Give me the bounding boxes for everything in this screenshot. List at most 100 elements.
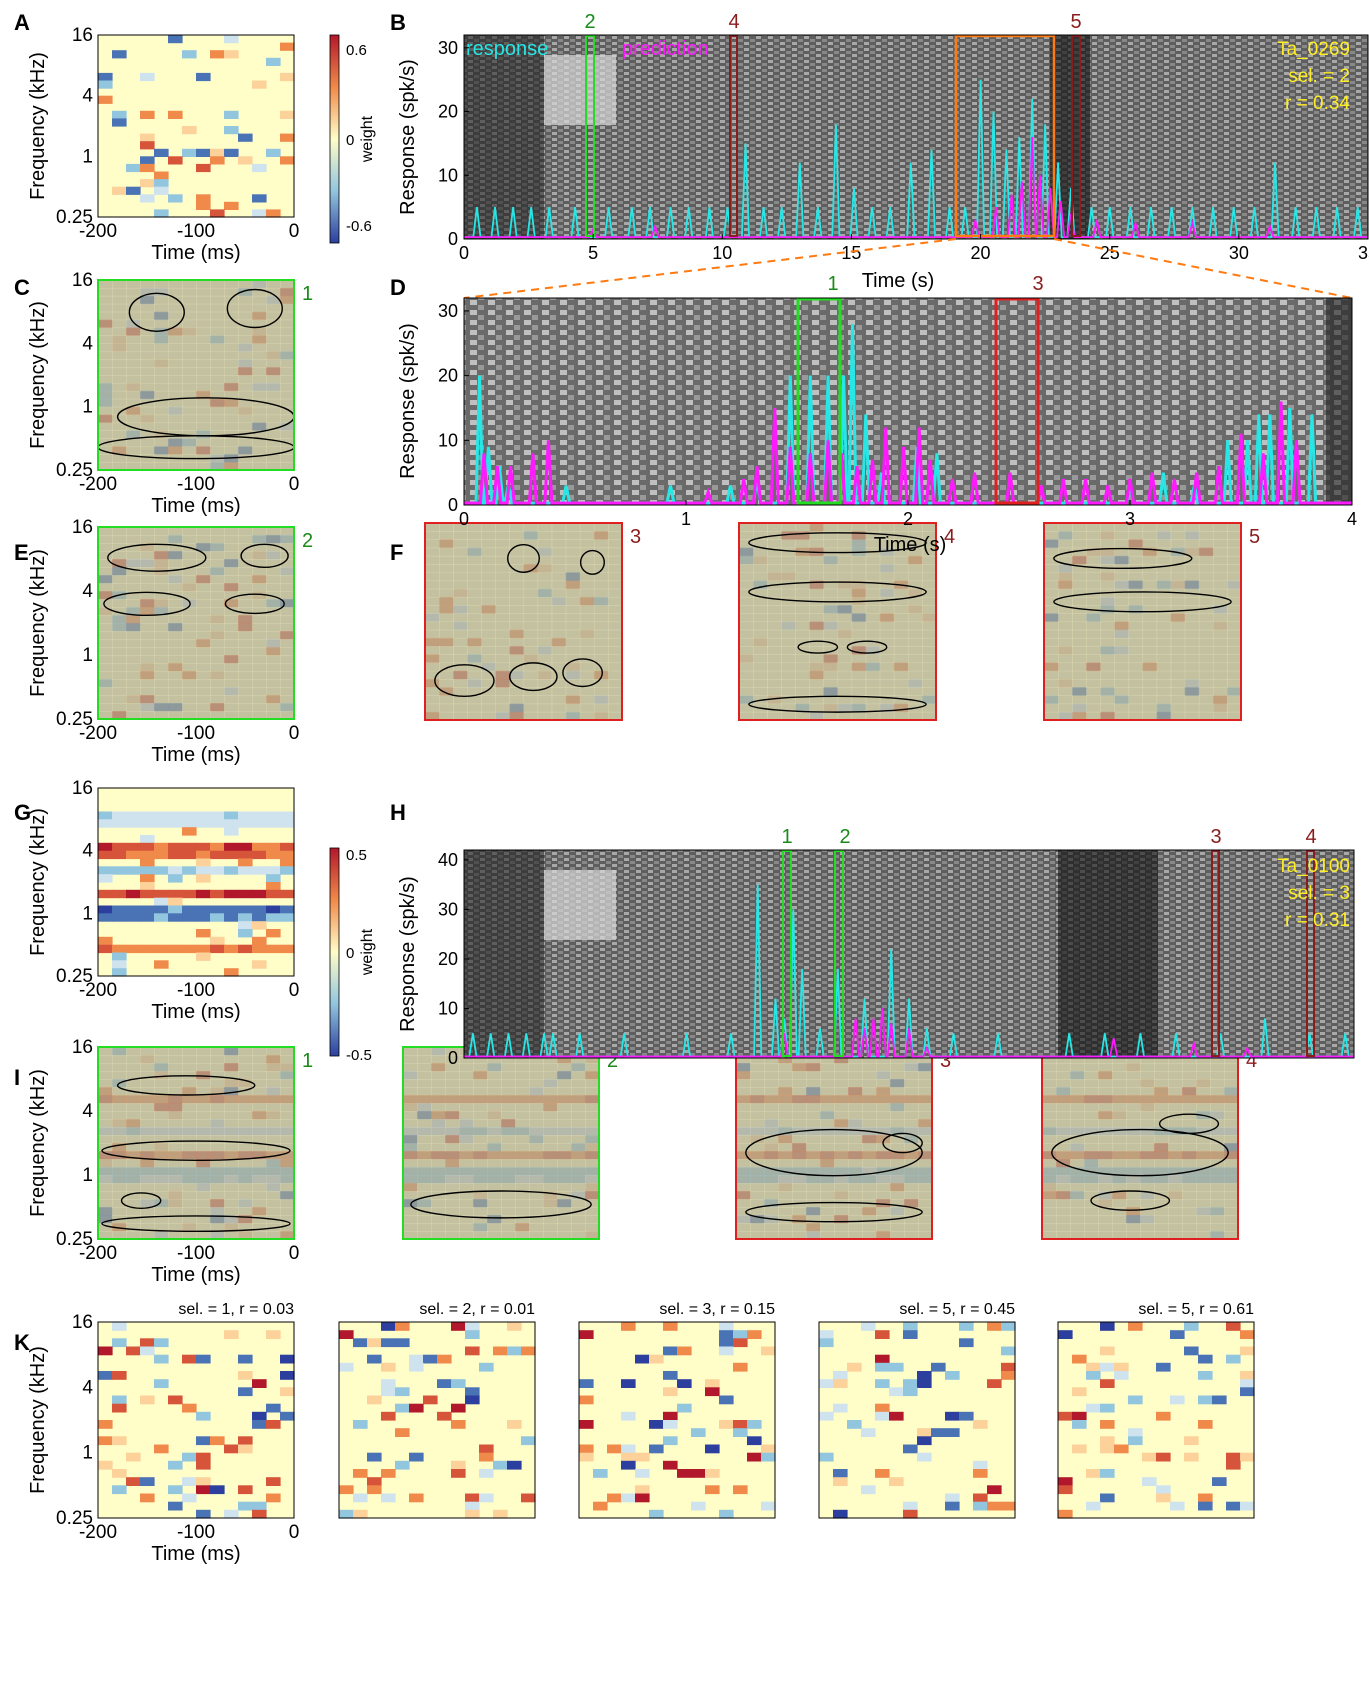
y-tick-label: 0: [448, 1048, 458, 1068]
heatmap-j4-cell: [1070, 1223, 1085, 1232]
heatmap-k2-cell: [493, 1509, 508, 1519]
heatmap-f3-cell: [565, 670, 581, 680]
heatmap-k3-cell: [677, 1346, 692, 1356]
heatmap-i1-contour: [101, 1215, 291, 1233]
heatmap-f4-cell: [753, 555, 768, 565]
heatmap-f3-cell: [467, 637, 482, 647]
heatmap-a-cell: [140, 156, 155, 165]
heatmap-f4-cell: [809, 555, 825, 565]
heatmap-e-ylabel: Frequency (kHz): [27, 549, 49, 697]
heatmap-f3-cell: [607, 596, 623, 606]
heatmap-k2-cell: [479, 1452, 494, 1462]
heatmap-k3-cell: [663, 1387, 678, 1397]
heatmap-i1-cell: [112, 1047, 127, 1056]
heatmap-f4-cell: [781, 613, 796, 623]
heatmap-j4-cell: [1084, 1103, 1099, 1112]
heatmap-f5-cell: [1170, 539, 1186, 549]
heatmap-i1-cell: [196, 1071, 211, 1080]
heatmap-j4-cell: [1112, 1143, 1127, 1152]
heatmap-c-cell: [196, 319, 211, 329]
heatmap-i2-cell: [501, 1183, 516, 1192]
heatmap-i1-cell: [210, 1191, 225, 1200]
heatmap-j3-cell: [890, 1055, 905, 1064]
heatmap-i2-cell: [585, 1215, 600, 1224]
heatmap-c-cell: [126, 367, 141, 376]
heatmap-e-cell: [112, 575, 127, 584]
heatmap-i2-cell: [487, 1119, 502, 1128]
heatmap-c-cell: [224, 311, 239, 321]
heatmap-i1-cell: [224, 1199, 239, 1208]
heatmap-f3-cell: [495, 703, 511, 713]
heatmap-e-cell: [168, 655, 183, 664]
heatmap-i2-cell: [487, 1095, 502, 1104]
heatmap-f4-cell: [879, 687, 895, 696]
heatmap-j3-cell: [764, 1055, 779, 1064]
heatmap-c-cell: [126, 446, 141, 455]
heatmap-k1-cell: [280, 1411, 295, 1421]
heatmap-f4-cell: [809, 711, 825, 721]
heatmap-f3-cell: [565, 531, 581, 540]
heatmap-k4-cell: [903, 1379, 918, 1388]
heatmap-k5-cell: [1058, 1330, 1073, 1339]
heatmap-c-cell: [168, 398, 183, 408]
heatmap-i2-cell: [445, 1191, 460, 1200]
heatmap-f3-cell: [495, 596, 511, 606]
heatmap-j3-contour: [882, 1132, 923, 1154]
heatmap-j4-cell: [1168, 1095, 1183, 1104]
heatmap-i1-cell: [182, 1207, 197, 1216]
heatmap-c-cell: [238, 359, 253, 368]
heatmap-k3-cell: [579, 1444, 594, 1454]
heatmap-f5-cell: [1114, 523, 1130, 532]
heatmap-f3-contour: [509, 662, 558, 692]
heatmap-k1-cell: [238, 1354, 253, 1364]
heatmap-f3-cell: [551, 531, 567, 540]
heatmap-f5-cell: [1128, 629, 1144, 639]
heatmap-e-cell: [252, 687, 267, 696]
heatmap-f4-cell: [879, 711, 895, 721]
heatmap-j4-cell: [1056, 1159, 1071, 1168]
heatmap-k3-cell: [691, 1428, 706, 1437]
heatmap-i2-cell: [529, 1159, 544, 1168]
heatmap-f5-cell: [1114, 605, 1130, 614]
heatmap-f3-cell: [551, 654, 567, 664]
heatmap-f5-cell: [1044, 572, 1059, 582]
heatmap-e-cell: [154, 583, 169, 592]
heatmap-i1-cell: [168, 1159, 183, 1168]
heatmap-i1-cell: [266, 1231, 281, 1240]
heatmap-f3-cell: [579, 695, 595, 705]
heatmap-j3-cell: [820, 1103, 835, 1112]
heatmap-f3-cell: [481, 605, 496, 614]
heatmap-f3-cell: [453, 711, 468, 721]
heatmap-c-cell: [126, 375, 141, 384]
heatmap-i1-cell: [280, 1159, 295, 1168]
heatmap-f4-cell: [865, 531, 881, 540]
heatmap-i1-cell: [224, 1191, 239, 1200]
heatmap-c-cell: [238, 430, 253, 439]
heatmap-f4-cell: [739, 621, 754, 631]
heatmap-j3-cell: [918, 1079, 933, 1088]
heatmap-f3-cell: [509, 547, 525, 557]
heatmap-a-cell: [252, 194, 267, 203]
heatmap-e-cell: [112, 679, 127, 688]
heatmap-f4-cell: [823, 605, 839, 614]
heatmap-j3-cell: [750, 1207, 765, 1216]
heatmap-j3-cell: [904, 1207, 919, 1216]
heatmap-f5-cell: [1156, 580, 1172, 590]
heatmap-j3-cell: [778, 1119, 793, 1128]
heatmap-i1-cell: [98, 1095, 113, 1104]
heatmap-c-cell: [140, 327, 155, 336]
heatmap-j3-cell: [750, 1215, 765, 1224]
heatmap-j3-cell: [904, 1151, 919, 1160]
heatmap-j4-cell: [1154, 1095, 1169, 1104]
heatmap-k5-cell: [1156, 1493, 1171, 1503]
heatmap-i2-cell: [431, 1135, 446, 1144]
heatmap-i1-cell: [280, 1071, 295, 1080]
heatmap-e-cell: [224, 615, 239, 624]
heatmap-j3-cell: [820, 1159, 835, 1168]
heatmap-f4-cell: [781, 662, 796, 672]
heatmap-f4-cell: [893, 621, 909, 631]
heatmap-i1-cell: [140, 1055, 155, 1064]
heatmap-j4-cell: [1070, 1079, 1085, 1088]
heatmap-e-cell: [280, 567, 295, 576]
heatmap-f4-cell: [893, 629, 909, 639]
